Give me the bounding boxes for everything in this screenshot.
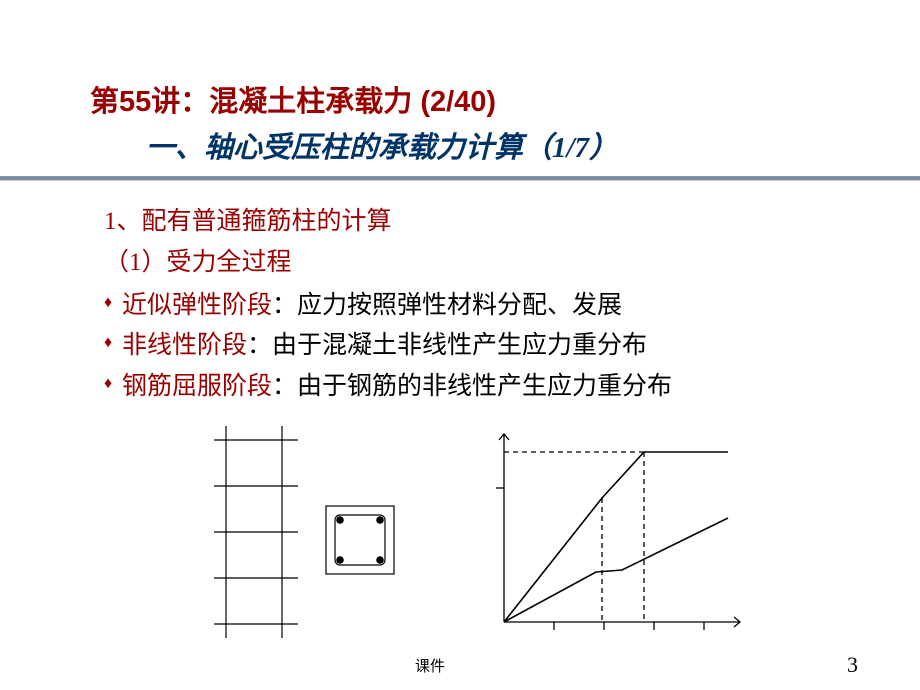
- bullet-tail: ：应力按照弹性材料分配、发展: [272, 292, 622, 319]
- diagram-row: [214, 426, 750, 656]
- outline-item-1-1: （1）受力全过程: [104, 244, 920, 283]
- outline-item-1: 1、配有普通箍筋柱的计算: [104, 203, 920, 242]
- chart-svg: [488, 426, 750, 648]
- column-diagram: [214, 426, 414, 656]
- bullet-head: 非线性阶段: [122, 332, 247, 359]
- slide-title: 第55讲：混凝土柱承载力 (2/40): [90, 78, 920, 120]
- bullet-tail: ：由于混凝土非线性产生应力重分布: [247, 332, 647, 359]
- bullet-head: 钢筋屈服阶段: [122, 373, 272, 400]
- stress-strain-chart: [488, 426, 750, 656]
- bullet-item: 钢筋屈服阶段：由于钢筋的非线性产生应力重分布: [104, 368, 920, 407]
- bullet-list: 近似弹性阶段：应力按照弹性材料分配、发展 非线性阶段：由于混凝土非线性产生应力重…: [104, 287, 920, 407]
- bullet-item: 近似弹性阶段：应力按照弹性材料分配、发展: [104, 287, 920, 326]
- title-area: 第55讲：混凝土柱承载力 (2/40) 一、轴心受压柱的承载力计算（1/7）: [0, 0, 920, 166]
- page-number: 3: [847, 652, 858, 678]
- bullet-tail: ：由于钢筋的非线性产生应力重分布: [272, 373, 672, 400]
- slide-body: 1、配有普通箍筋柱的计算 （1）受力全过程 近似弹性阶段：应力按照弹性材料分配、…: [0, 181, 920, 407]
- bullet-item: 非线性阶段：由于混凝土非线性产生应力重分布: [104, 327, 920, 366]
- slide: 第55讲：混凝土柱承载力 (2/40) 一、轴心受压柱的承载力计算（1/7） 1…: [0, 0, 920, 690]
- column-svg: [214, 426, 414, 656]
- bullet-head: 近似弹性阶段: [122, 292, 272, 319]
- slide-subtitle: 一、轴心受压柱的承载力计算（1/7）: [90, 124, 920, 166]
- footer-label: 课件: [415, 655, 445, 676]
